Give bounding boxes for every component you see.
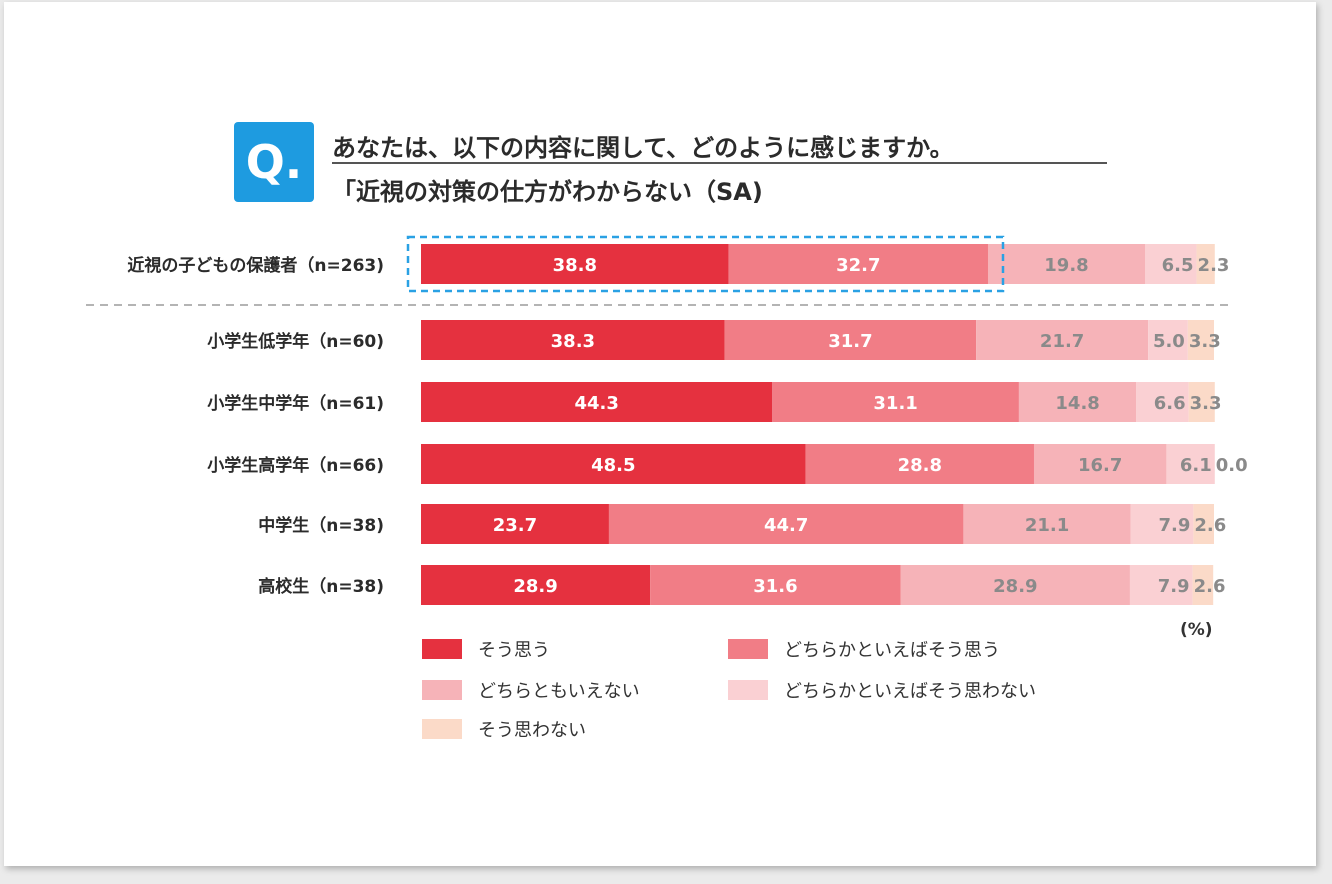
data-label: 14.8 <box>1055 393 1099 414</box>
data-label: 2.3 <box>1198 255 1230 276</box>
data-label: 5.0 <box>1153 331 1185 352</box>
question-badge: Q. <box>234 122 314 202</box>
data-label: 31.6 <box>753 576 797 597</box>
bar-segment <box>1196 244 1215 284</box>
bar-segment <box>963 504 1131 544</box>
category-label: 高校生（n=38) <box>258 576 384 597</box>
bar-segment <box>805 444 1034 484</box>
legend-item-4: どちらかといえばそう思わない <box>728 677 1036 703</box>
data-label: 3.3 <box>1190 393 1222 414</box>
data-label: 7.9 <box>1158 515 1190 536</box>
bar-segment <box>772 382 1019 422</box>
data-label: 3.3 <box>1189 331 1221 352</box>
data-label: 2.6 <box>1194 515 1226 536</box>
legend-swatch-1 <box>422 639 462 659</box>
data-label: 44.7 <box>764 515 808 536</box>
bar-segment <box>1018 382 1137 422</box>
data-label: 21.7 <box>1040 331 1084 352</box>
legend-swatch-4 <box>728 680 768 700</box>
legend-label-1: そう思う <box>478 640 550 661</box>
data-label: 7.9 <box>1158 576 1190 597</box>
question-underline <box>332 162 1107 164</box>
legend-swatch-5 <box>422 719 462 739</box>
bar-segment <box>900 565 1130 605</box>
data-label: 28.8 <box>898 455 942 476</box>
bar-segment <box>1145 244 1197 284</box>
data-label: 28.9 <box>993 576 1037 597</box>
bar-segment <box>421 244 729 284</box>
data-label: 0.0 <box>1216 455 1248 476</box>
bar-segment <box>608 504 964 544</box>
data-label: 28.9 <box>513 576 557 597</box>
legend-item-1: そう思う <box>422 636 550 662</box>
bar-segment <box>421 504 609 544</box>
data-label: 6.5 <box>1162 255 1194 276</box>
data-label: 19.8 <box>1044 255 1088 276</box>
bar-segment <box>421 382 773 422</box>
bar-segment <box>1192 565 1214 605</box>
data-label: 23.7 <box>493 515 537 536</box>
bar-segment <box>728 244 988 284</box>
data-label: 31.7 <box>828 331 872 352</box>
legend-swatch-2 <box>728 639 768 659</box>
question-title: あなたは、以下の内容に関して、どのように感じますか。 <box>332 134 954 162</box>
legend-item-3: どちらともいえない <box>422 677 640 703</box>
data-label: 44.3 <box>574 393 618 414</box>
category-label: 小学生高学年（n=66) <box>207 455 384 476</box>
category-label: 中学生（n=38) <box>258 515 384 536</box>
data-label: 16.7 <box>1078 455 1122 476</box>
bar-segment <box>976 320 1149 360</box>
bar-segment <box>724 320 977 360</box>
data-label: 38.3 <box>551 331 595 352</box>
bar-segment <box>421 444 806 484</box>
data-label: 48.5 <box>591 455 635 476</box>
data-label: 21.1 <box>1025 515 1069 536</box>
legend-label-3: どちらともいえない <box>478 681 640 702</box>
category-label: 近視の子どもの保護者（n=263) <box>127 255 384 276</box>
bar-segment <box>987 244 1146 284</box>
data-label: 38.8 <box>553 255 597 276</box>
bar-segment <box>1188 382 1215 422</box>
category-label: 小学生中学年（n=61) <box>207 393 384 414</box>
legend-swatch-3 <box>422 680 462 700</box>
data-label: 2.6 <box>1194 576 1226 597</box>
data-label: 6.1 <box>1180 455 1212 476</box>
unit-label: (%) <box>1180 620 1213 640</box>
data-label: 31.1 <box>873 393 917 414</box>
bar-segment <box>650 565 901 605</box>
question-subtitle: 「近視の対策の仕方がわからない（SA) <box>332 178 763 206</box>
bar-segment <box>1193 504 1214 544</box>
bar-segment <box>1148 320 1188 360</box>
chart-card <box>4 2 1316 866</box>
bar-segment <box>1136 382 1189 422</box>
bar-segment <box>1033 444 1167 484</box>
bar-segment <box>1166 444 1215 484</box>
data-label: 32.7 <box>836 255 880 276</box>
category-label: 小学生低学年（n=60) <box>207 331 384 352</box>
bar-segment <box>1129 565 1193 605</box>
bar-segment <box>1130 504 1194 544</box>
legend-item-5: そう思わない <box>422 716 586 742</box>
legend-item-2: どちらかといえばそう思う <box>728 636 1000 662</box>
legend-label-5: そう思わない <box>478 720 586 741</box>
legend-label-2: どちらかといえばそう思う <box>784 640 1000 661</box>
data-label: 6.6 <box>1154 393 1186 414</box>
bar-segment <box>421 565 651 605</box>
legend-label-4: どちらかといえばそう思わない <box>784 681 1036 702</box>
bar-segment <box>421 320 725 360</box>
bar-segment <box>1187 320 1214 360</box>
